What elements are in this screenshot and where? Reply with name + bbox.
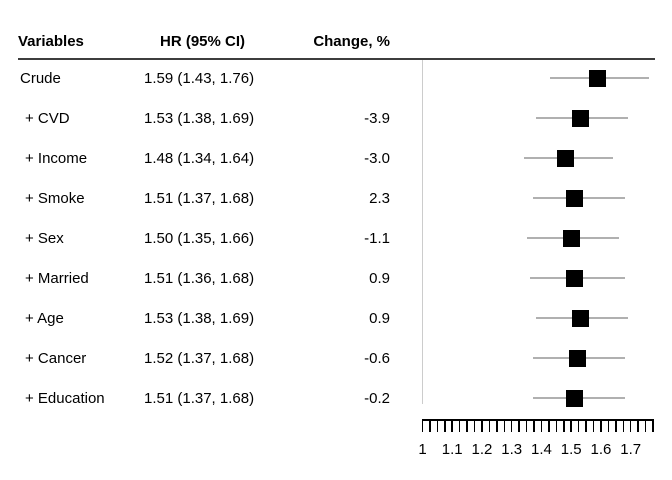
x-tick-label: 1.3 bbox=[501, 441, 523, 458]
x-axis-tick bbox=[458, 419, 461, 432]
x-axis-tick bbox=[563, 419, 565, 432]
x-axis-tick bbox=[592, 419, 595, 432]
x-axis-tick bbox=[436, 419, 439, 432]
x-axis-tick bbox=[421, 419, 424, 432]
variable-label: + CVD bbox=[25, 109, 70, 127]
x-axis-tick bbox=[577, 419, 580, 432]
x-axis-tick bbox=[644, 419, 647, 432]
table-row: + Cancer 1.52 (1.37, 1.68) -0.6 bbox=[0, 338, 390, 378]
hr-ci-value: 1.59 (1.43, 1.76) bbox=[144, 69, 255, 87]
variable-label: + Married bbox=[25, 269, 89, 287]
column-header-change: Change, % bbox=[313, 33, 390, 50]
table-row: Crude 1.59 (1.43, 1.76) bbox=[0, 58, 390, 98]
x-axis-tick bbox=[607, 419, 610, 432]
column-header-variables: Variables bbox=[18, 33, 84, 50]
x-axis-tick bbox=[585, 419, 587, 432]
change-value: -1.1 bbox=[364, 229, 390, 247]
variable-label: + Cancer bbox=[25, 349, 87, 367]
hr-square-marker bbox=[568, 349, 586, 367]
x-tick-label: 1 bbox=[418, 441, 427, 458]
x-axis-tick bbox=[444, 419, 446, 432]
x-tick-label: 1.6 bbox=[590, 441, 612, 458]
hr-ci-value: 1.48 (1.34, 1.64) bbox=[144, 149, 255, 167]
change-value: -3.0 bbox=[364, 149, 390, 167]
hr-ci-value: 1.51 (1.37, 1.68) bbox=[144, 189, 255, 207]
x-tick-label: 1.7 bbox=[620, 441, 642, 458]
x-axis-tick bbox=[548, 419, 550, 432]
change-value: 2.3 bbox=[369, 189, 390, 207]
x-axis-tick bbox=[473, 419, 476, 432]
x-axis-tick bbox=[451, 419, 453, 432]
x-axis-tick bbox=[555, 419, 558, 432]
hr-square-marker bbox=[571, 309, 589, 327]
x-axis-tick bbox=[629, 419, 632, 432]
change-value: -0.6 bbox=[364, 349, 390, 367]
hr-square-marker bbox=[556, 149, 574, 167]
x-axis-tick bbox=[481, 419, 483, 432]
x-axis-tick bbox=[533, 419, 535, 432]
x-axis-tick bbox=[496, 419, 498, 432]
x-axis-tick bbox=[488, 419, 491, 432]
change-value: 0.9 bbox=[369, 269, 390, 287]
variable-label: + Income bbox=[25, 149, 88, 167]
x-axis-tick bbox=[518, 419, 520, 432]
reference-line bbox=[421, 60, 424, 404]
variable-label: + Age bbox=[25, 309, 64, 327]
x-axis-tick bbox=[652, 419, 654, 432]
table-row: + CVD 1.53 (1.38, 1.69) -3.9 bbox=[0, 98, 390, 138]
x-tick-label: 1.4 bbox=[531, 441, 552, 458]
table-row: + Education 1.51 (1.37, 1.68) -0.2 bbox=[0, 378, 390, 418]
hr-ci-value: 1.53 (1.38, 1.69) bbox=[144, 309, 255, 327]
table-row: + Smoke 1.51 (1.37, 1.68) 2.3 bbox=[0, 178, 390, 218]
hr-square-marker bbox=[562, 229, 580, 247]
variable-label: Crude bbox=[20, 69, 61, 87]
x-axis-tick bbox=[637, 419, 639, 432]
hr-square-marker bbox=[565, 389, 583, 407]
x-axis-tick bbox=[600, 419, 602, 432]
table-row: + Age 1.53 (1.38, 1.69) 0.9 bbox=[0, 298, 390, 338]
x-axis-tick bbox=[525, 419, 528, 432]
x-axis-line bbox=[421, 419, 654, 421]
x-axis-tick bbox=[466, 419, 468, 432]
header-divider-rule bbox=[18, 58, 655, 60]
hr-square-marker bbox=[571, 109, 589, 127]
x-axis-tick bbox=[503, 419, 506, 432]
hr-ci-value: 1.53 (1.38, 1.69) bbox=[144, 109, 255, 127]
hr-square-marker bbox=[565, 269, 583, 287]
x-axis-tick bbox=[622, 419, 624, 432]
change-value: -0.2 bbox=[364, 389, 390, 407]
variables-table: Crude 1.59 (1.43, 1.76) + CVD 1.53 (1.38… bbox=[0, 58, 390, 418]
change-value: -3.9 bbox=[364, 109, 390, 127]
change-value: 0.9 bbox=[369, 309, 390, 327]
table-row: + Sex 1.50 (1.35, 1.66) -1.1 bbox=[0, 218, 390, 258]
hr-ci-value: 1.51 (1.36, 1.68) bbox=[144, 269, 255, 287]
x-axis-tick bbox=[615, 419, 617, 432]
variable-label: + Education bbox=[25, 389, 105, 407]
hr-ci-value: 1.51 (1.37, 1.68) bbox=[144, 389, 255, 407]
x-axis-tick bbox=[510, 419, 513, 432]
table-row: + Income 1.48 (1.34, 1.64) -3.0 bbox=[0, 138, 390, 178]
x-tick-label: 1.5 bbox=[560, 441, 582, 458]
hr-square-marker bbox=[589, 69, 607, 87]
x-tick-label: 1.1 bbox=[441, 441, 463, 458]
hr-ci-value: 1.52 (1.37, 1.68) bbox=[144, 349, 255, 367]
hr-square-marker bbox=[565, 189, 583, 207]
x-axis-tick bbox=[570, 419, 572, 432]
x-tick-label: 1.2 bbox=[471, 441, 493, 458]
column-header-hr-ci: HR (95% CI) bbox=[160, 33, 246, 50]
table-row: + Married 1.51 (1.36, 1.68) 0.9 bbox=[0, 258, 390, 298]
variable-label: + Smoke bbox=[25, 189, 85, 207]
variable-label: + Sex bbox=[25, 229, 64, 247]
x-axis-tick bbox=[429, 419, 431, 432]
hr-ci-value: 1.50 (1.35, 1.66) bbox=[144, 229, 255, 247]
x-axis-tick bbox=[540, 419, 543, 432]
